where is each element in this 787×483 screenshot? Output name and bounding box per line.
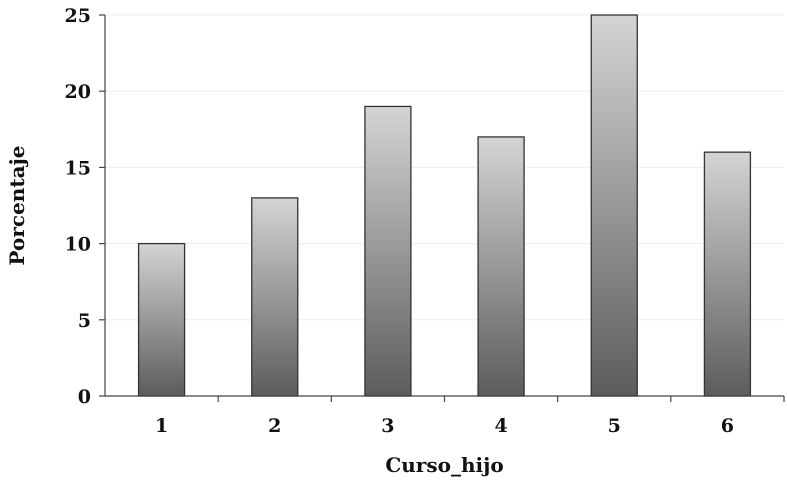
y-tick-label: 25 (65, 5, 91, 27)
bar-4 (477, 136, 525, 397)
y-tick-label: 15 (65, 157, 91, 179)
y-tick-label: 5 (78, 310, 91, 332)
x-tick-label: 3 (381, 415, 394, 437)
y-tick-label: 10 (65, 234, 91, 256)
axes (99, 14, 785, 402)
bar-5 (590, 14, 638, 397)
bar-2 (251, 197, 299, 397)
bar-6 (703, 151, 752, 397)
y-tick-label: 0 (78, 386, 91, 408)
x-axis-title: Curso_hijo (385, 453, 503, 477)
bars (137, 14, 752, 397)
x-tick-label: 2 (268, 415, 281, 437)
x-tick-label: 4 (494, 415, 507, 437)
x-tick-label: 6 (721, 415, 734, 437)
bar-1 (137, 242, 186, 397)
y-axis-title: Porcentaje (5, 146, 29, 266)
bar-3 (364, 105, 412, 397)
tick-labels: 0 5 10 15 20 25 1 2 3 4 5 6 (65, 5, 734, 437)
y-tick-label: 20 (65, 81, 91, 103)
gridlines (105, 14, 784, 321)
x-tick-label: 5 (608, 415, 621, 437)
x-tick-label: 1 (155, 415, 168, 437)
